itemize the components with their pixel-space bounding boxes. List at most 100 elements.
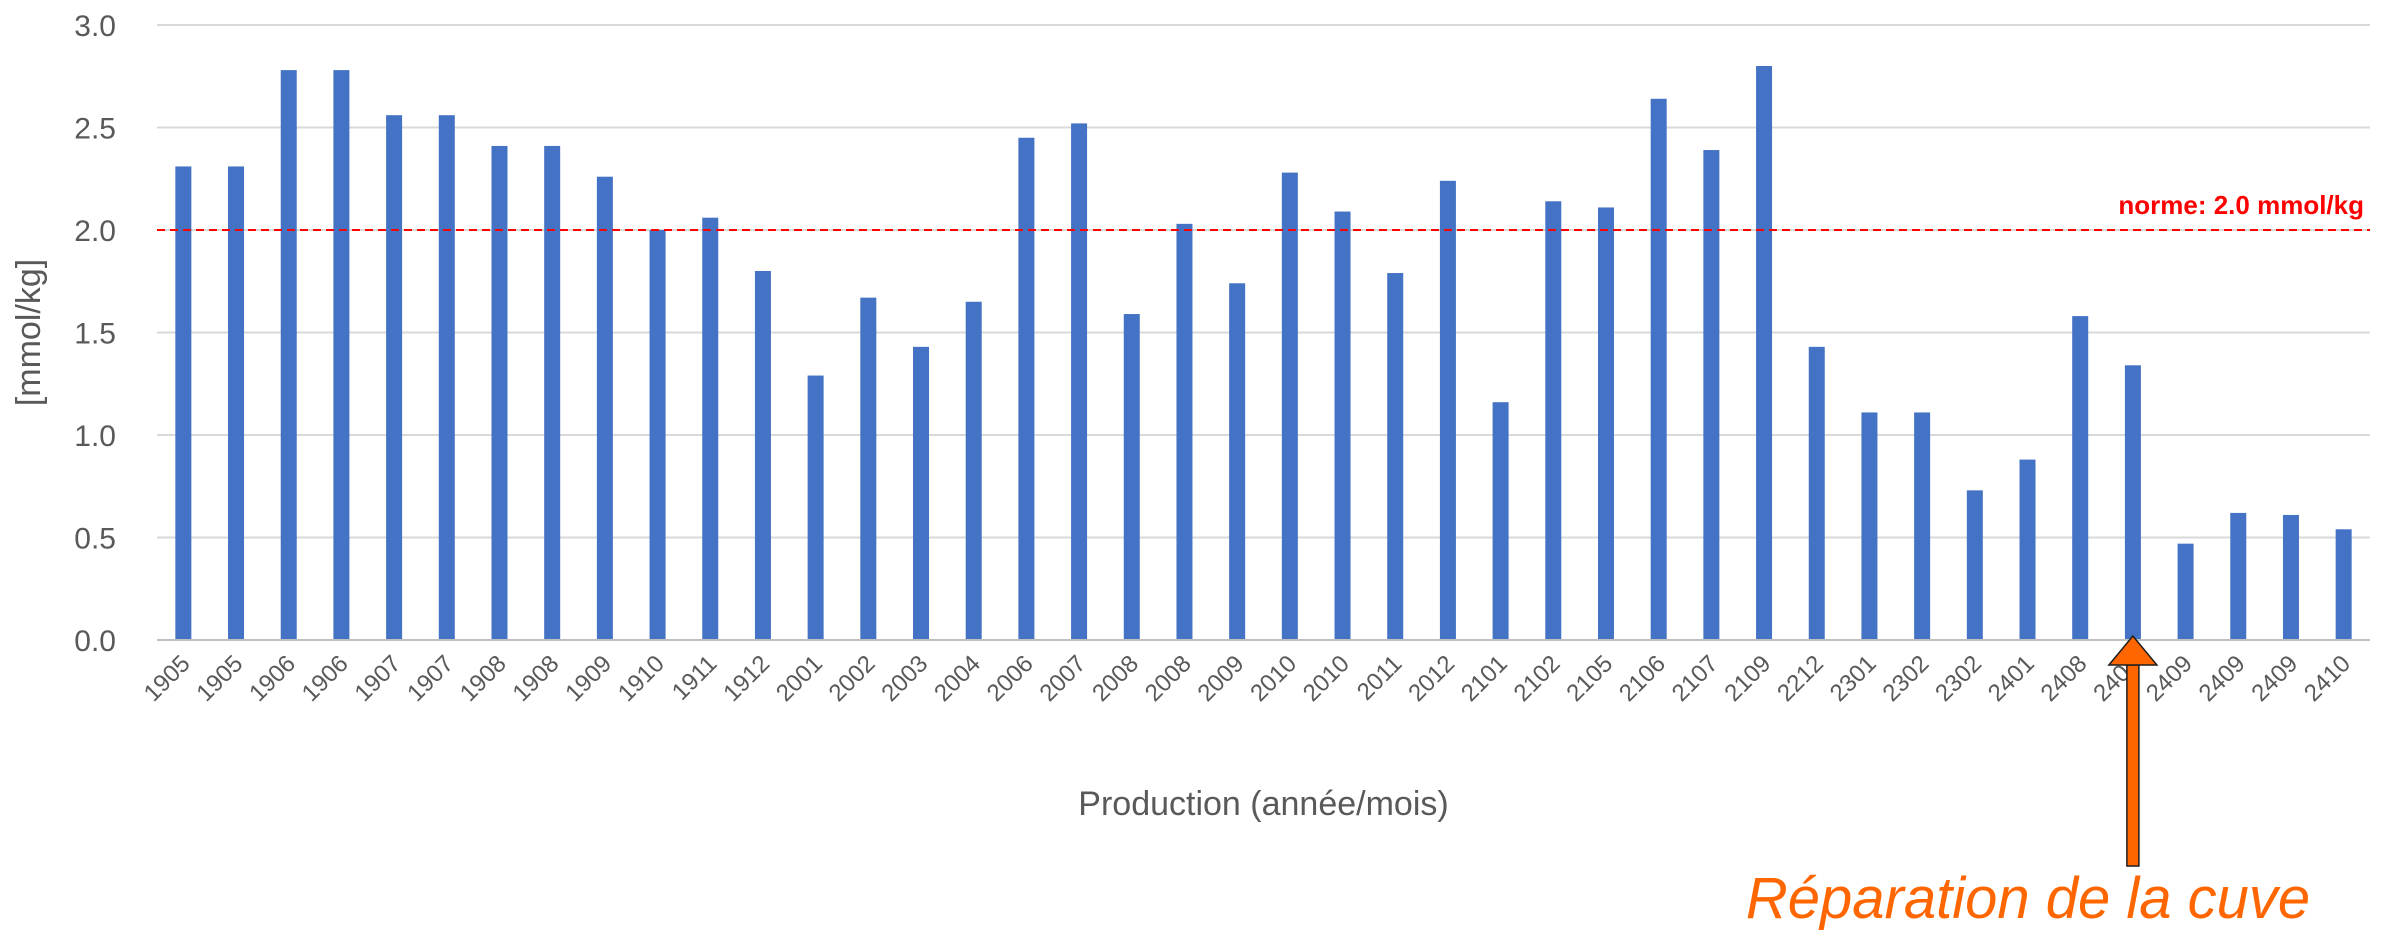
y-tick-label: 2.5 bbox=[74, 113, 116, 146]
bar bbox=[807, 375, 824, 640]
x-tick-label: 2002 bbox=[824, 650, 881, 707]
bar bbox=[1492, 402, 1509, 640]
y-tick-label: 3.0 bbox=[74, 10, 116, 43]
bar bbox=[1176, 223, 1193, 640]
y-axis-ticks: 0.0 0.5 1.0 1.5 2.0 2.5 3.0 bbox=[74, 10, 116, 658]
bar bbox=[1123, 314, 1140, 640]
arrow-head bbox=[2107, 634, 2159, 666]
x-tick-label: 2302 bbox=[1930, 650, 1987, 707]
bar bbox=[2177, 543, 2194, 640]
x-tick-label: 2007 bbox=[1034, 650, 1091, 707]
x-tick-label: 2001 bbox=[771, 650, 828, 707]
x-tick-label: 2010 bbox=[1298, 650, 1355, 707]
x-tick-label: 1906 bbox=[244, 650, 301, 707]
bar bbox=[913, 346, 930, 640]
x-axis-ticks: 1905190519061906190719071908190819091910… bbox=[139, 650, 2356, 707]
bar bbox=[702, 217, 719, 640]
bar bbox=[1018, 137, 1035, 640]
x-tick-label: 2101 bbox=[1456, 650, 1513, 707]
x-tick-label: 1909 bbox=[560, 650, 617, 707]
bar bbox=[1756, 66, 1773, 640]
x-axis-title: Production (année/mois) bbox=[1078, 785, 1448, 823]
x-tick-label: 2004 bbox=[929, 650, 986, 707]
bar bbox=[491, 145, 508, 640]
bar bbox=[1071, 123, 1088, 640]
bar bbox=[1861, 412, 1878, 640]
x-tick-label: 1907 bbox=[402, 650, 459, 707]
bar bbox=[228, 166, 245, 640]
arrow-shaft bbox=[2126, 664, 2140, 867]
bar bbox=[1229, 283, 1246, 640]
bar bbox=[1808, 346, 1825, 640]
bar bbox=[965, 301, 982, 640]
bar bbox=[2019, 459, 2036, 640]
x-tick-label: 2011 bbox=[1352, 650, 1408, 706]
bar bbox=[386, 115, 403, 640]
x-tick-label: 2107 bbox=[1667, 650, 1724, 707]
bar bbox=[1281, 172, 1298, 640]
bar bbox=[175, 166, 192, 640]
y-tick-label: 2.0 bbox=[74, 215, 116, 248]
y-axis-title: [mmol/kg] bbox=[10, 259, 48, 406]
bar bbox=[754, 271, 771, 640]
y-tick-label: 1.0 bbox=[74, 420, 116, 453]
bar bbox=[438, 115, 455, 640]
x-tick-label: 2009 bbox=[1193, 650, 1250, 707]
y-tick-label: 0.5 bbox=[74, 523, 116, 556]
bar bbox=[1439, 180, 1456, 641]
x-tick-label: 2409 bbox=[2194, 650, 2251, 707]
bar bbox=[1545, 201, 1562, 641]
x-tick-label: 2008 bbox=[1140, 650, 1197, 707]
bars bbox=[175, 66, 2352, 641]
x-tick-label: 1910 bbox=[613, 650, 670, 707]
bar bbox=[1703, 150, 1720, 641]
x-tick-label: 2105 bbox=[1561, 650, 1618, 707]
x-tick-label: 2212 bbox=[1772, 650, 1829, 707]
x-tick-label: 2106 bbox=[1614, 650, 1671, 707]
x-tick-label: 2012 bbox=[1403, 650, 1460, 707]
bar bbox=[2282, 514, 2299, 640]
x-tick-label: 1905 bbox=[139, 650, 196, 707]
bar bbox=[1966, 490, 1983, 640]
bar bbox=[544, 145, 561, 640]
annotation-label: Réparation de la cuve bbox=[1746, 866, 2310, 931]
bar bbox=[1914, 412, 1931, 640]
bar bbox=[1387, 273, 1404, 640]
x-tick-label: 2301 bbox=[1825, 650, 1882, 707]
gridlines bbox=[157, 24, 2370, 539]
bar bbox=[860, 297, 877, 640]
bar bbox=[333, 70, 350, 641]
x-tick-label: 2408 bbox=[2036, 650, 2093, 707]
bar bbox=[596, 176, 613, 640]
bar bbox=[2124, 365, 2141, 640]
x-tick-label: 1911 bbox=[667, 650, 723, 706]
bar bbox=[2335, 529, 2352, 640]
x-tick-label: 1908 bbox=[455, 650, 512, 707]
x-tick-label: 1908 bbox=[508, 650, 565, 707]
bar bbox=[1334, 211, 1351, 641]
x-tick-label: 2006 bbox=[982, 650, 1039, 707]
x-tick-label: 1905 bbox=[191, 650, 248, 707]
x-tick-label: 2409 bbox=[2246, 650, 2303, 707]
y-tick-label: 0.0 bbox=[74, 625, 116, 658]
bar bbox=[280, 70, 297, 641]
bar bbox=[1597, 207, 1614, 640]
x-tick-label: 2410 bbox=[2299, 650, 2356, 707]
norm-label: norme: 2.0 mmol/kg bbox=[2118, 190, 2364, 220]
bar bbox=[2072, 316, 2089, 640]
x-tick-label: 2109 bbox=[1719, 650, 1776, 707]
x-tick-label: 2008 bbox=[1087, 650, 1144, 707]
x-tick-label: 2302 bbox=[1878, 650, 1935, 707]
y-tick-label: 1.5 bbox=[74, 318, 116, 351]
arrow-icon bbox=[2107, 634, 2159, 867]
bar bbox=[649, 230, 666, 640]
x-tick-label: 2401 bbox=[1983, 650, 2040, 707]
bar bbox=[1650, 98, 1667, 641]
x-tick-label: 1907 bbox=[350, 650, 407, 707]
bar bbox=[2230, 512, 2247, 640]
x-tick-label: 1912 bbox=[718, 650, 775, 707]
x-tick-label: 2102 bbox=[1509, 650, 1566, 707]
x-tick-label: 2010 bbox=[1245, 650, 1302, 707]
x-tick-label: 2003 bbox=[876, 650, 933, 707]
